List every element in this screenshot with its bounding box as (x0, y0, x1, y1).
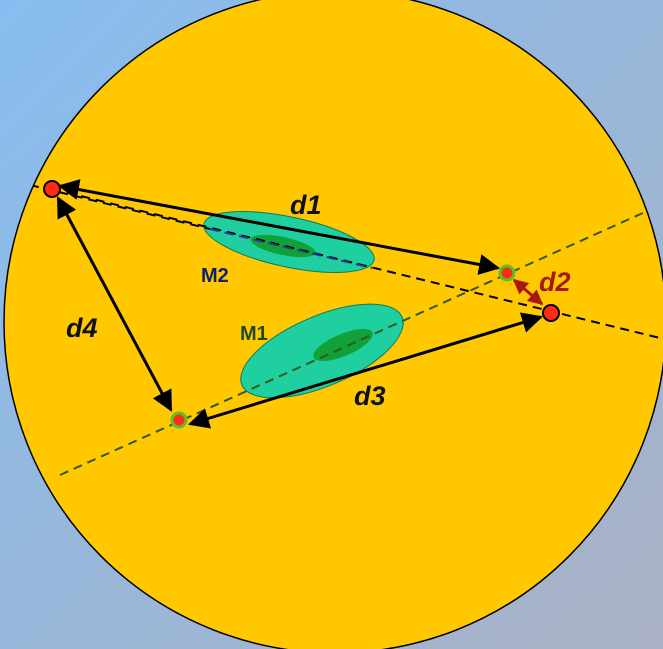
arrow-d3 (187, 312, 544, 429)
endpoint-top-left-red (43, 180, 61, 198)
label-d4: d4 (66, 313, 98, 343)
arrow-d4 (56, 196, 173, 412)
label-d3: d3 (354, 381, 386, 411)
endpoint-right-red (542, 304, 560, 322)
label-d1: d1 (290, 190, 322, 220)
label-d2: d2 (539, 267, 571, 297)
label-m1: M1 (240, 323, 268, 345)
endpoint-bottom-left-green (170, 411, 188, 429)
endpoint-right-green (498, 264, 516, 282)
label-m2: M2 (201, 265, 229, 287)
arrow-d2 (512, 278, 544, 306)
